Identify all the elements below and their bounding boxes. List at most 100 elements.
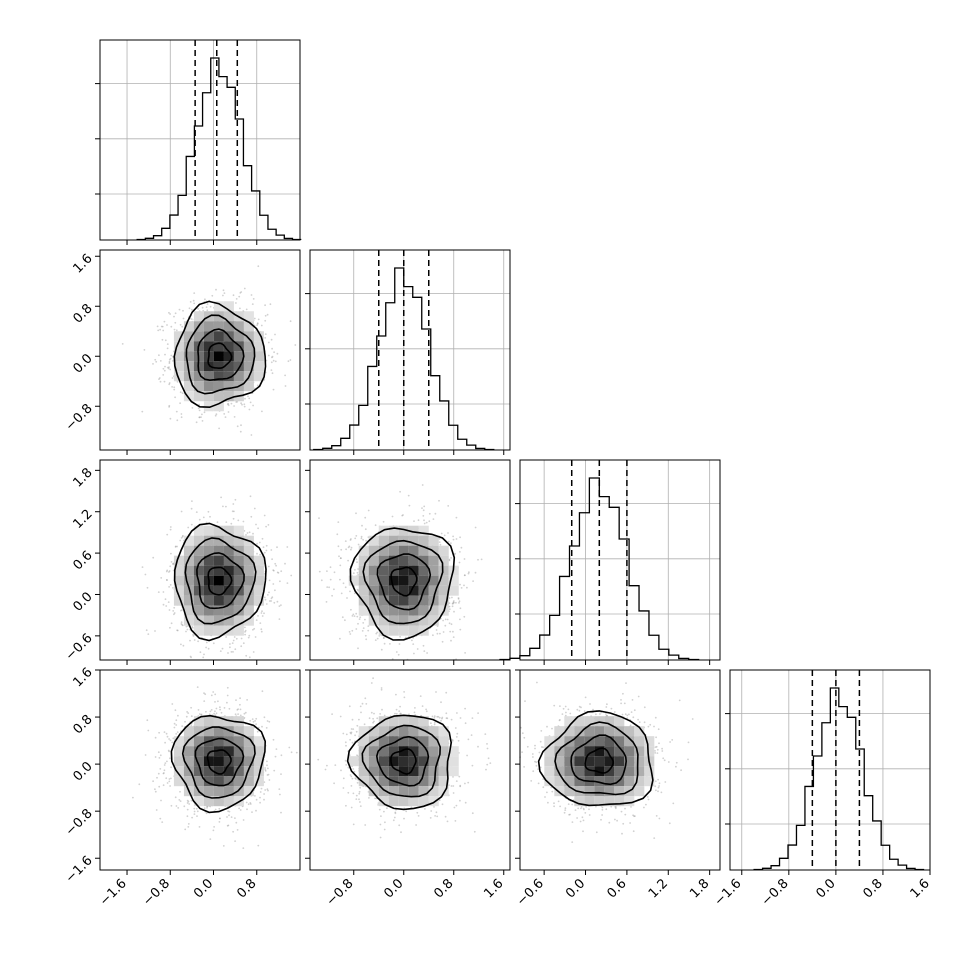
sample-point [280, 604, 282, 606]
sample-point [438, 541, 441, 543]
sample-point [159, 328, 162, 331]
sample-point [235, 637, 238, 640]
sample-point [252, 651, 255, 653]
sample-point [218, 427, 221, 430]
sample-point [340, 592, 343, 595]
sample-point [166, 735, 169, 738]
sample-point [214, 701, 216, 703]
sample-point [411, 639, 413, 642]
sample-point [265, 727, 268, 729]
sample-point [222, 294, 224, 297]
density-cell [243, 565, 254, 576]
density-cell [193, 796, 204, 807]
sample-point [235, 821, 238, 824]
sample-point [205, 641, 208, 644]
sample-point [169, 739, 172, 742]
sample-point [195, 421, 198, 424]
sample-point [240, 637, 243, 640]
sample-point [176, 380, 179, 383]
sample-point [326, 570, 328, 572]
sample-point [206, 309, 209, 312]
sample-point [180, 621, 183, 624]
sample-point [190, 715, 193, 718]
sample-point [198, 416, 201, 419]
sample-point [195, 511, 198, 513]
sample-point [242, 847, 245, 849]
sample-point [154, 358, 157, 361]
sample-point [252, 628, 254, 631]
sample-point [239, 307, 241, 310]
sample-point [413, 652, 415, 655]
sample-point [259, 622, 262, 624]
sample-point [173, 315, 175, 318]
sample-point [232, 830, 235, 833]
sample-point [226, 816, 228, 818]
sample-point [197, 407, 200, 410]
sample-point [280, 811, 282, 814]
sample-point [376, 637, 379, 640]
sample-point [202, 656, 205, 659]
sample-point [230, 651, 233, 653]
density-cell [213, 736, 224, 747]
sample-point [187, 712, 190, 714]
sample-point [268, 579, 271, 582]
sample-point [175, 733, 178, 735]
sample-point [255, 523, 257, 526]
sample-point [170, 777, 172, 780]
sample-point [203, 700, 206, 702]
density-cell [203, 625, 214, 636]
density-cell [243, 736, 254, 747]
sample-point [154, 788, 156, 791]
sample-point [168, 780, 171, 783]
sample-point [246, 699, 249, 701]
sample-point [164, 598, 167, 601]
density-cell [243, 726, 254, 737]
sample-point [278, 788, 281, 790]
sample-point [143, 349, 146, 351]
density-cell [213, 595, 224, 606]
sample-point [181, 535, 184, 538]
sample-point [399, 490, 401, 493]
sample-point [166, 343, 169, 345]
sample-point [186, 808, 189, 811]
sample-point [374, 639, 377, 641]
sample-point [164, 365, 166, 368]
density-cell [213, 361, 224, 372]
sample-point [188, 307, 191, 310]
sample-point [227, 402, 230, 405]
sample-point [255, 723, 257, 725]
sample-point [438, 499, 440, 502]
sample-point [255, 717, 258, 720]
sample-point [154, 790, 157, 793]
sample-point [268, 779, 271, 781]
sample-point [263, 612, 265, 615]
sample-point [286, 582, 289, 584]
sample-point [191, 816, 194, 819]
sample-point [238, 295, 241, 298]
sample-point [279, 580, 281, 583]
density-cell [193, 565, 204, 576]
sample-point [245, 534, 247, 536]
sample-point [169, 565, 172, 568]
sample-point [232, 294, 235, 297]
sample-point [187, 826, 190, 828]
sample-point [189, 655, 192, 658]
sample-point [239, 292, 242, 294]
sample-point [167, 601, 170, 603]
sample-point [160, 325, 163, 328]
sample-point [460, 546, 463, 549]
sample-point [162, 784, 165, 787]
sample-point [169, 626, 171, 629]
sample-point [174, 796, 177, 799]
sample-point [196, 810, 199, 813]
sample-point [234, 817, 236, 819]
sample-point [250, 434, 253, 436]
sample-point [225, 505, 227, 508]
sample-point [158, 757, 161, 759]
sample-point [176, 419, 179, 422]
sample-point [464, 652, 466, 654]
sample-point [170, 804, 173, 807]
sample-point [189, 301, 192, 303]
sample-point [344, 619, 346, 622]
